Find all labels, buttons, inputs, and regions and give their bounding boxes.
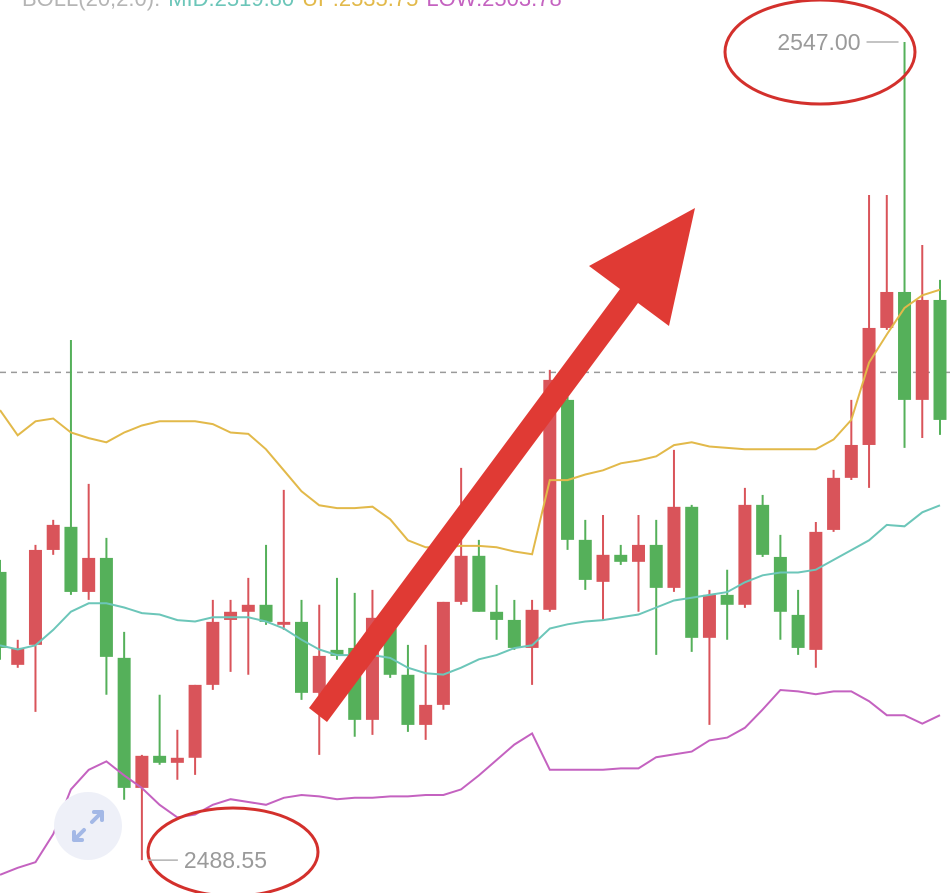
candle-body <box>631 544 645 562</box>
candle-body <box>561 399 575 540</box>
plot-area <box>0 41 950 876</box>
expand-icon[interactable] <box>72 810 104 842</box>
candle-body <box>454 555 468 602</box>
candle-body <box>880 291 894 328</box>
candle-body <box>401 674 415 725</box>
legend-item: UP:2535.75 <box>302 0 418 11</box>
candle-body <box>472 555 486 612</box>
candle-body <box>862 327 876 445</box>
candle-body <box>64 526 78 592</box>
candle-body <box>809 531 823 650</box>
candle-body <box>135 755 149 788</box>
band-line <box>0 288 941 556</box>
legend-item: LOW:2503.78 <box>426 0 561 11</box>
candle-body <box>153 755 167 763</box>
candle-body <box>791 614 805 648</box>
candle-body <box>915 299 929 400</box>
candle-body <box>295 621 309 693</box>
candle-body <box>507 619 521 648</box>
candle-body <box>773 556 787 612</box>
candle-body <box>844 444 858 478</box>
trend-arrow <box>309 208 695 722</box>
highlight-circle <box>146 806 320 893</box>
max-label: 2547.00 <box>777 29 860 55</box>
candle-body <box>738 504 752 605</box>
candle-body <box>170 757 184 763</box>
candle-body <box>614 554 628 562</box>
legend: BOLL(20,2.0): MID:2519.80 UP:2535.75 LOW:25… <box>22 0 562 11</box>
candle-body <box>117 657 131 788</box>
candle-body <box>82 557 96 592</box>
candle-body <box>525 609 539 648</box>
candle-body <box>685 506 699 638</box>
candle-body <box>0 571 7 648</box>
candle-body <box>241 604 255 612</box>
candle-body <box>543 379 557 610</box>
candle-body <box>206 621 220 685</box>
candle-body <box>667 506 681 588</box>
candle-body <box>490 611 504 620</box>
min-label: 2488.55 <box>184 847 267 873</box>
candle-body <box>578 539 592 580</box>
candle-body <box>720 594 734 605</box>
legend-item: BOLL(20,2.0): <box>22 0 160 11</box>
candle-body <box>756 504 770 555</box>
candle-body <box>312 655 326 693</box>
candle-body <box>419 704 433 725</box>
band-line <box>0 504 941 676</box>
candle-body <box>827 477 841 530</box>
candle-body <box>330 649 344 656</box>
candle-body <box>702 594 716 638</box>
candle-body <box>898 291 912 400</box>
candle-body <box>933 299 947 420</box>
candle-body <box>224 611 238 620</box>
highlight-circle <box>723 0 917 106</box>
candle-body <box>596 554 610 582</box>
candle-body <box>99 557 113 657</box>
candle-body <box>28 549 42 645</box>
expand-button-bg[interactable] <box>54 792 122 860</box>
expand-button[interactable] <box>54 792 122 860</box>
candle-body <box>188 684 202 758</box>
legend-item: MID:2519.80 <box>168 0 294 11</box>
candle-body <box>436 601 450 705</box>
band-line <box>0 688 941 876</box>
candle-body <box>259 604 273 622</box>
candle-body <box>46 524 60 550</box>
candle-body <box>649 544 663 588</box>
candle-body <box>11 647 25 665</box>
candle-body <box>277 621 291 625</box>
